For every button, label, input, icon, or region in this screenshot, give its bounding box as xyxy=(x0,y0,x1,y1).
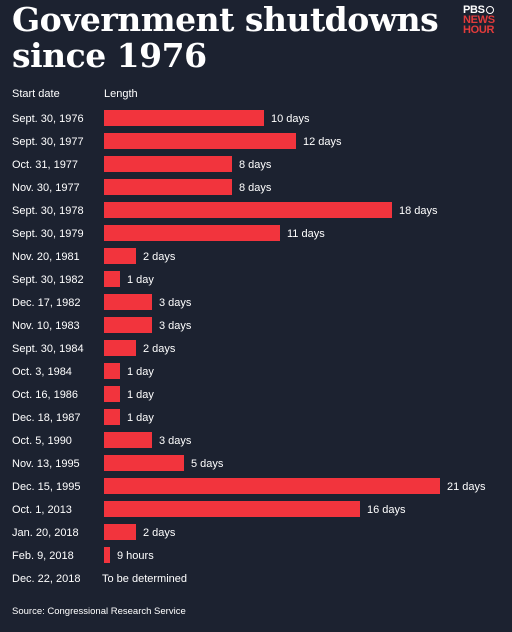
duration-label: 10 days xyxy=(271,113,310,125)
shutdown-bar xyxy=(104,179,232,195)
duration-label: 16 days xyxy=(367,504,406,516)
shutdown-bar xyxy=(104,478,440,494)
duration-label: 1 day xyxy=(127,366,154,378)
start-date-label: Dec. 15, 1995 xyxy=(12,481,81,493)
shutdown-bar xyxy=(104,432,152,448)
start-date-label: Oct. 1, 2013 xyxy=(12,504,72,516)
duration-label: 3 days xyxy=(159,320,192,332)
start-date-label: Nov. 30, 1977 xyxy=(12,182,80,194)
bar-row: Nov. 20, 1981 2 days xyxy=(12,248,176,264)
bar-row: Oct. 3, 1984 1 day xyxy=(12,363,154,379)
bar-row: Sept. 30, 1978 18 days xyxy=(12,202,438,218)
duration-label: To be determined xyxy=(102,573,187,585)
duration-label: 2 days xyxy=(143,343,176,355)
duration-label: 5 days xyxy=(191,458,224,470)
duration-label: 3 days xyxy=(159,297,192,309)
shutdown-bar xyxy=(104,501,360,517)
bar-row: Sept. 30, 1976 10 days xyxy=(12,110,310,126)
duration-label: 8 days xyxy=(239,182,272,194)
start-date-label: Nov. 20, 1981 xyxy=(12,251,80,263)
bar-row: Sept. 30, 1977 12 days xyxy=(12,133,342,149)
start-date-label: Dec. 18, 1987 xyxy=(12,412,81,424)
duration-label: 2 days xyxy=(143,251,176,263)
duration-label: 1 day xyxy=(127,274,154,286)
start-date-label: Jan. 20, 2018 xyxy=(12,527,79,539)
shutdown-bar xyxy=(104,248,136,264)
duration-label: 21 days xyxy=(447,481,486,493)
shutdown-bar xyxy=(104,294,152,310)
bar-row: Dec. 15, 1995 21 days xyxy=(12,478,486,494)
shutdown-bar xyxy=(104,225,280,241)
shutdown-bar xyxy=(104,110,264,126)
shutdown-bar xyxy=(104,271,120,287)
bar-row: Sept. 30, 1979 11 days xyxy=(12,225,325,241)
start-date-label: Feb. 9, 2018 xyxy=(12,550,74,562)
duration-label: 1 day xyxy=(127,389,154,401)
start-date-label: Oct. 31, 1977 xyxy=(12,159,78,171)
shutdown-bar xyxy=(104,409,120,425)
bar-row: Nov. 10, 1983 3 days xyxy=(12,317,192,333)
start-date-label: Nov. 10, 1983 xyxy=(12,320,80,332)
start-date-label: Dec. 17, 1982 xyxy=(12,297,81,309)
logo-text-news: NEWS xyxy=(463,14,495,26)
shutdown-bar xyxy=(104,340,136,356)
bar-row: Nov. 13, 1995 5 days xyxy=(12,455,224,471)
duration-label: 2 days xyxy=(143,527,176,539)
start-date-label: Sept. 30, 1977 xyxy=(12,136,84,148)
source-note: Source: Congressional Research Service xyxy=(12,606,186,617)
chart-title: Government shutdowns since 1976 xyxy=(12,0,439,75)
shutdown-bar xyxy=(104,317,152,333)
bar-row: Sept. 30, 1984 2 days xyxy=(12,340,176,356)
bar-row: Dec. 17, 1982 3 days xyxy=(12,294,192,310)
shutdown-bar xyxy=(104,547,110,563)
duration-label: 8 days xyxy=(239,159,272,171)
bar-row: Oct. 1, 2013 16 days xyxy=(12,501,406,517)
logo-text-pbs: PBS xyxy=(463,4,485,16)
bar-row: Oct. 16, 1986 1 day xyxy=(12,386,154,402)
pbs-head-icon xyxy=(485,6,494,14)
pbs-newshour-logo: PBS NEWS HOUR xyxy=(463,4,509,36)
bar-row: Dec. 22, 2018 To be determined xyxy=(12,573,187,585)
duration-label: 11 days xyxy=(287,228,325,240)
bar-row: Oct. 31, 1977 8 days xyxy=(12,156,272,172)
title-line-2: since 1976 xyxy=(12,36,207,75)
column-header-start-date: Start date xyxy=(12,88,60,100)
start-date-label: Nov. 13, 1995 xyxy=(12,458,80,470)
start-date-label: Oct. 5, 1990 xyxy=(12,435,72,447)
start-date-label: Dec. 22, 2018 xyxy=(12,573,81,585)
pbs-logo-line: PBS xyxy=(463,4,509,16)
duration-label: 1 day xyxy=(127,412,154,424)
shutdown-bar xyxy=(104,524,136,540)
shutdown-bar xyxy=(104,363,120,379)
bar-row: Dec. 18, 1987 1 day xyxy=(12,409,154,425)
start-date-label: Oct. 16, 1986 xyxy=(12,389,78,401)
shutdown-bar xyxy=(104,386,120,402)
start-date-label: Sept. 30, 1976 xyxy=(12,113,84,125)
shutdown-bar xyxy=(104,156,232,172)
bar-row: Feb. 9, 2018 9 hours xyxy=(12,547,154,563)
title-line-1: Government shutdowns xyxy=(12,0,439,39)
bar-row: Sept. 30, 1982 1 day xyxy=(12,271,154,287)
shutdown-bar xyxy=(104,455,184,471)
bar-row: Nov. 30, 1977 8 days xyxy=(12,179,272,195)
duration-label: 3 days xyxy=(159,435,192,447)
logo-text-hour: HOUR xyxy=(463,24,495,36)
start-date-label: Sept. 30, 1979 xyxy=(12,228,84,240)
duration-label: 18 days xyxy=(399,205,438,217)
duration-label: 12 days xyxy=(303,136,342,148)
bar-row: Oct. 5, 1990 3 days xyxy=(12,432,192,448)
shutdown-bar xyxy=(104,133,296,149)
start-date-label: Sept. 30, 1978 xyxy=(12,205,84,217)
column-header-length: Length xyxy=(104,88,138,100)
start-date-label: Oct. 3, 1984 xyxy=(12,366,72,378)
start-date-label: Sept. 30, 1984 xyxy=(12,343,84,355)
start-date-label: Sept. 30, 1982 xyxy=(12,274,84,286)
duration-label: 9 hours xyxy=(117,550,154,562)
shutdown-bar xyxy=(104,202,392,218)
bar-row: Jan. 20, 2018 2 days xyxy=(12,524,176,540)
